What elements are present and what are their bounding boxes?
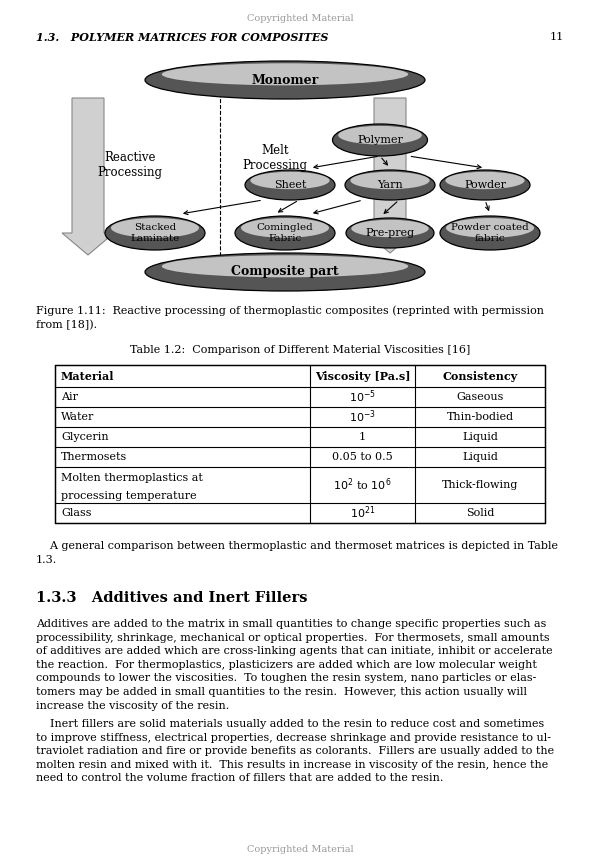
- Text: Melt
Processing: Melt Processing: [242, 144, 308, 172]
- Text: processing temperature: processing temperature: [61, 491, 197, 501]
- Ellipse shape: [145, 61, 425, 99]
- Text: Figure 1.11:  Reactive processing of thermoplastic composites (reprinted with pe: Figure 1.11: Reactive processing of ther…: [36, 305, 544, 330]
- Ellipse shape: [440, 216, 540, 250]
- Text: A general comparison between thermoplastic and thermoset matrices is depicted in: A general comparison between thermoplast…: [36, 541, 558, 565]
- Text: $10^{-3}$: $10^{-3}$: [349, 409, 376, 425]
- Text: Reactive
Processing: Reactive Processing: [97, 151, 163, 179]
- Text: Liquid: Liquid: [462, 432, 498, 442]
- FancyBboxPatch shape: [55, 365, 545, 523]
- Text: Monomer: Monomer: [251, 74, 319, 87]
- Ellipse shape: [105, 216, 205, 250]
- Text: Additives are added to the matrix in small quantities to change specific propert: Additives are added to the matrix in sma…: [36, 619, 553, 710]
- Text: Material: Material: [61, 370, 115, 381]
- Ellipse shape: [145, 253, 425, 291]
- Polygon shape: [62, 98, 114, 255]
- Text: 1: 1: [359, 432, 366, 442]
- Text: Copyrighted Material: Copyrighted Material: [247, 14, 353, 23]
- Text: Water: Water: [61, 412, 94, 422]
- Text: Inert fillers are solid materials usually added to the resin to reduce cost and : Inert fillers are solid materials usuall…: [36, 719, 554, 783]
- Text: Thin-bodied: Thin-bodied: [446, 412, 514, 422]
- Text: Glycerin: Glycerin: [61, 432, 109, 442]
- Text: Composite part: Composite part: [231, 266, 339, 279]
- Polygon shape: [364, 98, 416, 253]
- Text: Comingled
Fabric: Comingled Fabric: [257, 224, 313, 243]
- Text: 0.05 to 0.5: 0.05 to 0.5: [332, 452, 393, 462]
- Ellipse shape: [250, 171, 329, 189]
- Text: Polymer: Polymer: [357, 135, 403, 145]
- Text: Sheet: Sheet: [274, 180, 306, 190]
- Text: Table 1.2:  Comparison of Different Material Viscosities [16]: Table 1.2: Comparison of Different Mater…: [130, 345, 470, 355]
- Ellipse shape: [235, 216, 335, 250]
- Text: Pre-preg: Pre-preg: [365, 228, 415, 238]
- Text: Liquid: Liquid: [462, 452, 498, 462]
- Text: 1.3.3   Additives and Inert Fillers: 1.3.3 Additives and Inert Fillers: [36, 591, 308, 605]
- Text: 11: 11: [550, 32, 564, 42]
- Text: Copyrighted Material: Copyrighted Material: [247, 845, 353, 854]
- Text: Powder: Powder: [464, 180, 506, 190]
- Text: Powder coated
fabric: Powder coated fabric: [451, 224, 529, 243]
- Text: $10^2$ to $10^6$: $10^2$ to $10^6$: [334, 476, 392, 494]
- Ellipse shape: [241, 218, 329, 237]
- Text: Stacked
Laminate: Stacked Laminate: [130, 224, 179, 243]
- Ellipse shape: [111, 218, 199, 237]
- Ellipse shape: [338, 126, 422, 145]
- Text: $10^{21}$: $10^{21}$: [350, 505, 375, 521]
- Ellipse shape: [350, 171, 430, 189]
- Text: Consistency: Consistency: [442, 370, 518, 381]
- Ellipse shape: [345, 170, 435, 200]
- Text: Gaseous: Gaseous: [457, 392, 503, 402]
- Text: Molten thermoplastics at: Molten thermoplastics at: [61, 473, 203, 483]
- Ellipse shape: [446, 218, 534, 237]
- Text: Thick-flowing: Thick-flowing: [442, 480, 518, 490]
- Ellipse shape: [162, 255, 408, 278]
- Text: Glass: Glass: [61, 508, 91, 518]
- Ellipse shape: [245, 170, 335, 200]
- Text: Solid: Solid: [466, 508, 494, 518]
- Ellipse shape: [346, 218, 434, 248]
- Ellipse shape: [332, 124, 427, 156]
- Ellipse shape: [445, 171, 524, 189]
- Text: $10^{-5}$: $10^{-5}$: [349, 389, 376, 405]
- Ellipse shape: [162, 63, 408, 86]
- Text: Viscosity [Pa.s]: Viscosity [Pa.s]: [315, 370, 410, 381]
- Text: Yarn: Yarn: [377, 180, 403, 190]
- Ellipse shape: [351, 219, 429, 237]
- Ellipse shape: [440, 170, 530, 200]
- Text: 1.3.   POLYMER MATRICES FOR COMPOSITES: 1.3. POLYMER MATRICES FOR COMPOSITES: [36, 32, 328, 43]
- Text: Air: Air: [61, 392, 78, 402]
- Text: Thermosets: Thermosets: [61, 452, 127, 462]
